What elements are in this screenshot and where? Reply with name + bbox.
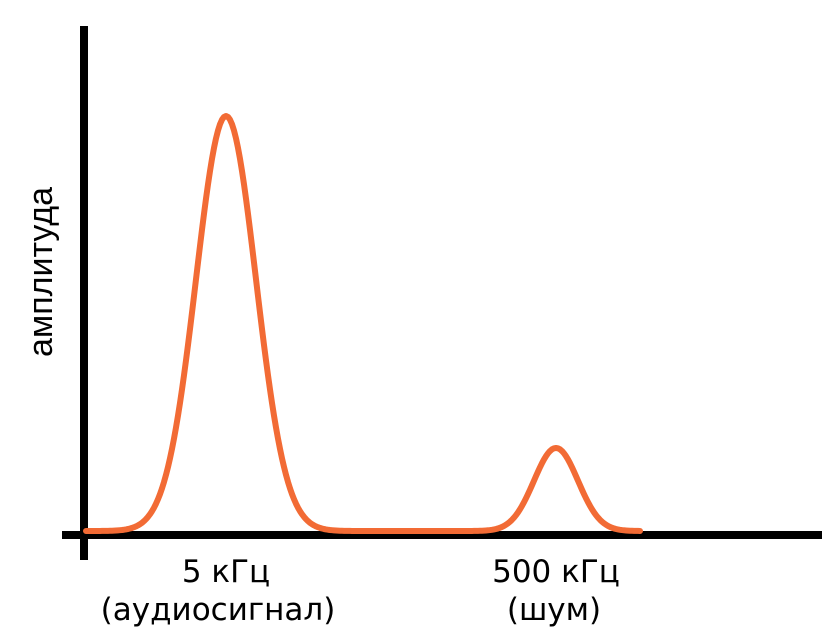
peak-1-frequency-label: 5 кГц: [182, 554, 270, 590]
peak-2-frequency-label: 500 кГц: [492, 554, 620, 590]
y-axis-label: амплитуда: [22, 187, 60, 357]
spectrum-curve: [83, 113, 643, 534]
peak-1-description-label: (аудиосигнал): [101, 592, 336, 628]
peak-2-description-label: (шум): [507, 592, 601, 628]
